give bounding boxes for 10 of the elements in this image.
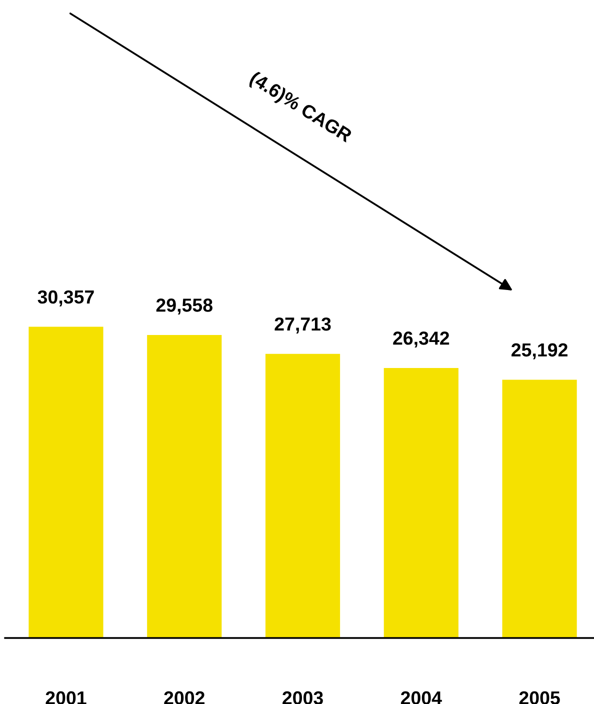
data-label: 30,357: [38, 290, 94, 306]
bar: [384, 368, 458, 638]
bar: [147, 334, 222, 638]
data-label: 25,192: [512, 343, 568, 360]
bar: [502, 380, 577, 638]
data-label: 26,342: [393, 332, 450, 348]
data-label: 29,558: [156, 298, 212, 315]
bar: [28, 326, 104, 638]
bar: [265, 354, 340, 638]
data-label: 27,713: [274, 317, 331, 334]
